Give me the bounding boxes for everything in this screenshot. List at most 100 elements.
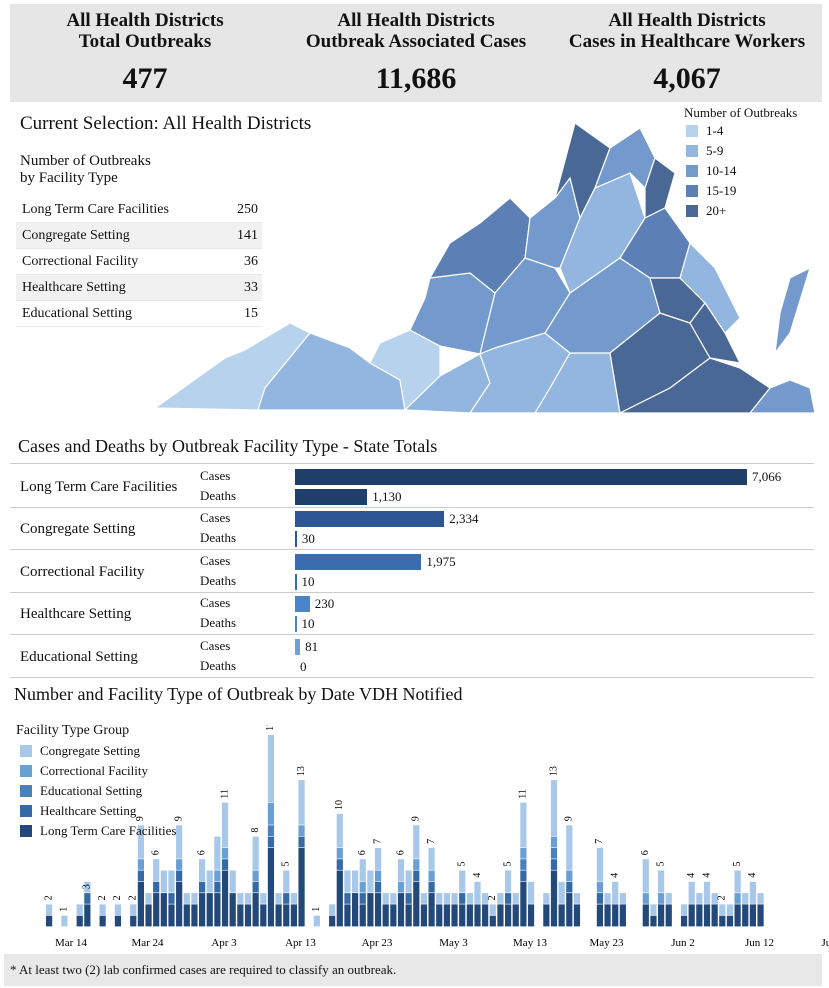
timeline-bar-segment[interactable] <box>459 904 466 927</box>
legend-item[interactable]: 1-4 <box>684 121 797 141</box>
timeline-bar-segment[interactable] <box>420 904 428 927</box>
timeline-bar-segment[interactable] <box>221 802 229 848</box>
timeline-bar-segment[interactable] <box>160 870 167 893</box>
timeline-bar-segment[interactable] <box>99 915 106 927</box>
legend-item[interactable]: 10-14 <box>684 161 797 181</box>
timeline-bar-segment[interactable] <box>604 904 611 927</box>
timeline-bar-segment[interactable] <box>199 881 206 893</box>
timeline-bar-segment[interactable] <box>680 915 688 927</box>
timeline-bar-segment[interactable] <box>176 881 183 927</box>
timeline-bar-segment[interactable] <box>260 893 267 904</box>
timeline-bar-segment[interactable] <box>596 904 603 927</box>
timeline-bar-segment[interactable] <box>650 915 657 927</box>
timeline-bar-segment[interactable] <box>214 870 221 882</box>
timeline-bar-segment[interactable] <box>298 825 305 836</box>
map-district[interactable] <box>689 301 742 364</box>
timeline-bar-segment[interactable] <box>573 904 581 927</box>
map-district[interactable] <box>774 266 811 356</box>
timeline-bar-segment[interactable] <box>267 825 275 836</box>
legend-item[interactable]: Congregate Setting <box>16 741 176 761</box>
timeline-bar-segment[interactable] <box>336 870 343 927</box>
timeline-bar-segment[interactable] <box>482 893 489 904</box>
timeline-bar-segment[interactable] <box>336 859 343 870</box>
timeline-bar-segment[interactable] <box>359 859 366 882</box>
timeline-bar-segment[interactable] <box>436 893 443 904</box>
timeline-bar-segment[interactable] <box>290 893 297 904</box>
timeline-bar-segment[interactable] <box>619 893 626 904</box>
timeline-bar-segment[interactable] <box>298 847 305 927</box>
legend-item[interactable]: 5-9 <box>684 141 797 161</box>
timeline-bar-segment[interactable] <box>734 904 741 927</box>
legend-item[interactable]: 20+ <box>684 201 797 221</box>
table-row[interactable]: Congregate Setting 141 <box>16 223 262 249</box>
timeline-bar-segment[interactable] <box>252 893 259 927</box>
timeline-bar-segment[interactable] <box>221 859 229 870</box>
cases-bar[interactable] <box>295 596 310 613</box>
legend-item[interactable]: Educational Setting <box>16 781 176 801</box>
timeline-bar-segment[interactable] <box>604 893 611 904</box>
deaths-bar[interactable] <box>295 616 297 633</box>
timeline-bar-segment[interactable] <box>658 870 665 893</box>
timeline-bar-segment[interactable] <box>436 904 443 927</box>
timeline-bar-segment[interactable] <box>497 893 504 904</box>
timeline-bar-segment[interactable] <box>237 904 244 927</box>
timeline-bar-segment[interactable] <box>658 893 665 904</box>
timeline-bar-segment[interactable] <box>520 870 527 882</box>
timeline-bar-segment[interactable] <box>244 893 252 904</box>
timeline-bar-segment[interactable] <box>382 893 389 904</box>
timeline-bar-segment[interactable] <box>336 814 343 848</box>
timeline-bar-segment[interactable] <box>114 904 122 916</box>
timeline-bar-segment[interactable] <box>367 870 374 893</box>
timeline-bar-segment[interactable] <box>168 904 175 927</box>
timeline-bar-segment[interactable] <box>298 780 305 825</box>
cases-bar[interactable] <box>295 511 445 528</box>
timeline-bar-segment[interactable] <box>329 904 336 916</box>
timeline-bar-segment[interactable] <box>711 904 718 927</box>
timeline-bar-segment[interactable] <box>726 915 734 927</box>
timeline-bar-segment[interactable] <box>137 870 144 882</box>
timeline-bar-segment[interactable] <box>520 847 527 859</box>
table-row[interactable]: Correctional Facility 36 <box>16 249 262 275</box>
timeline-bar-segment[interactable] <box>696 893 703 904</box>
timeline-bar-segment[interactable] <box>405 904 412 927</box>
timeline-bar-segment[interactable] <box>566 825 573 870</box>
timeline-bar-segment[interactable] <box>703 904 711 927</box>
timeline-bar-segment[interactable] <box>711 893 718 904</box>
timeline-bar-segment[interactable] <box>550 780 558 836</box>
legend-item[interactable]: Correctional Facility <box>16 761 176 781</box>
timeline-bar-segment[interactable] <box>130 915 137 927</box>
timeline-bar-segment[interactable] <box>543 893 550 904</box>
timeline-bar-segment[interactable] <box>397 881 405 893</box>
timeline-bar-segment[interactable] <box>558 881 565 904</box>
timeline-bar-segment[interactable] <box>428 881 435 893</box>
timeline-bar-segment[interactable] <box>183 904 190 927</box>
timeline-bar-segment[interactable] <box>84 893 91 904</box>
timeline-bar-segment[interactable] <box>199 859 206 882</box>
timeline-bar-segment[interactable] <box>520 859 527 870</box>
timeline-bar-segment[interactable] <box>352 870 359 893</box>
timeline-bar-segment[interactable] <box>650 904 657 916</box>
timeline-bar-segment[interactable] <box>221 870 229 927</box>
timeline-bar-segment[interactable] <box>145 893 152 904</box>
timeline-bar-segment[interactable] <box>505 904 512 927</box>
timeline-bar-segment[interactable] <box>459 893 466 904</box>
timeline-bar-segment[interactable] <box>84 904 91 927</box>
timeline-bar-segment[interactable] <box>573 893 581 904</box>
timeline-bar-segment[interactable] <box>719 904 726 916</box>
timeline-bar-segment[interactable] <box>114 915 122 927</box>
map-district[interactable] <box>369 329 441 412</box>
timeline-bar-segment[interactable] <box>145 904 152 927</box>
timeline-bar-segment[interactable] <box>214 881 221 893</box>
timeline-bar-segment[interactable] <box>451 904 458 927</box>
timeline-bar-segment[interactable] <box>642 904 649 927</box>
timeline-bar-segment[interactable] <box>199 893 206 927</box>
timeline-bar-segment[interactable] <box>642 859 649 893</box>
timeline-bar-segment[interactable] <box>550 870 558 927</box>
timeline-bar-segment[interactable] <box>344 904 351 927</box>
table-row[interactable]: Healthcare Setting 33 <box>16 275 262 301</box>
timeline-bar-segment[interactable] <box>688 904 695 927</box>
timeline-bar-segment[interactable] <box>665 893 672 904</box>
timeline-bar-segment[interactable] <box>550 836 558 848</box>
timeline-bar-segment[interactable] <box>313 915 320 927</box>
